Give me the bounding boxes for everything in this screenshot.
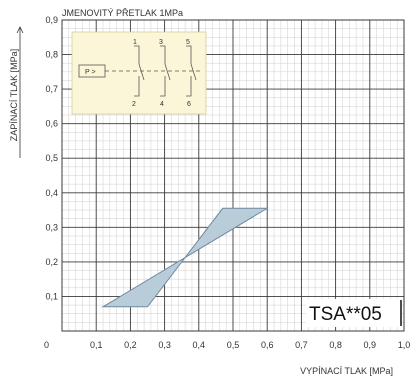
- contact-1: 1 2: [132, 39, 145, 108]
- terminal-2: 2: [132, 101, 136, 108]
- chart-title: JMENOVITÝ PŘETLAK 1MPa: [62, 8, 183, 18]
- tick-layer: 0 0,1 0,2 0,3 0,4 0,5 0,6 0,7 0,8 0,9 1,0 0,1 0,2 0,3…: [44, 15, 410, 350]
- terminal-4: 4: [160, 101, 164, 108]
- terminal-1: 1: [133, 39, 137, 46]
- y-axis-label: ZAPÍNACÍ TLAK [MPa]: [9, 49, 19, 141]
- y-tick-label: 0,3: [45, 222, 58, 232]
- y-tick-label: 0,9: [45, 15, 58, 25]
- x-tick-label: 0,8: [329, 340, 342, 350]
- schematic-inset: P > 1 2 3 4 5 6: [71, 31, 207, 115]
- y-tick-label: 0,5: [45, 153, 58, 163]
- x-axis-label: VYPÍNACÍ TLAK [MPa]: [300, 366, 393, 376]
- x-tick-label: 1,0: [398, 340, 411, 350]
- x-tick-label: 0,3: [158, 340, 171, 350]
- model-label: TSA**05: [309, 304, 382, 325]
- y-tick-label: 0,4: [45, 188, 58, 198]
- y-tick-label: 0,7: [45, 84, 58, 94]
- terminal-3: 3: [159, 39, 163, 46]
- plot-border: [61, 19, 405, 332]
- model-annotation: TSA**05: [306, 299, 402, 327]
- x-tick-label: 0,5: [227, 340, 240, 350]
- operating-range-area: [101, 207, 270, 308]
- actuator-label: P >: [85, 69, 96, 76]
- terminal-6: 6: [187, 101, 191, 108]
- x-tick-label: 0,4: [193, 340, 206, 350]
- contact-3: 3 4: [159, 39, 171, 108]
- y-tick-label: 0,1: [45, 291, 58, 301]
- x-tick-label: 0: [44, 340, 49, 350]
- area-layer: [101, 207, 270, 308]
- plot-frame: [61, 19, 405, 332]
- y-tick-label: 0,6: [45, 119, 58, 129]
- x-tick-label: 0,6: [261, 340, 274, 350]
- y-tick-label: 0,2: [45, 257, 58, 267]
- model-box-background: [306, 299, 402, 327]
- y-tick-label: 0,8: [45, 50, 58, 60]
- y-axis-label-arrow: [16, 26, 24, 34]
- contact-5: 5 6: [186, 39, 197, 108]
- x-tick-label: 0,1: [90, 340, 103, 350]
- x-tick-label: 0,2: [124, 340, 137, 350]
- x-tick-label: 0,9: [364, 340, 377, 350]
- x-tick-label: 0,7: [295, 340, 308, 350]
- terminal-5: 5: [186, 39, 190, 46]
